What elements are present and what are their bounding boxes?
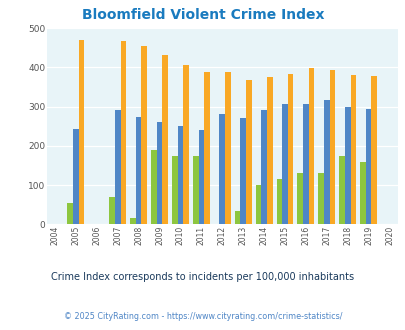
Bar [192, 156, 198, 224]
Bar [151, 150, 156, 224]
Bar [115, 110, 120, 224]
Bar [79, 40, 84, 224]
Bar [245, 80, 251, 224]
Bar [371, 76, 376, 224]
Bar [240, 118, 245, 224]
Bar [224, 72, 230, 224]
Bar [276, 179, 281, 224]
Text: Bloomfield Violent Crime Index: Bloomfield Violent Crime Index [81, 8, 324, 22]
Bar [198, 130, 204, 224]
Bar [287, 74, 293, 224]
Bar [308, 69, 313, 224]
Bar [183, 65, 188, 224]
Bar [323, 100, 329, 224]
Bar [141, 46, 147, 224]
Text: © 2025 CityRating.com - https://www.cityrating.com/crime-statistics/: © 2025 CityRating.com - https://www.city… [64, 312, 341, 321]
Bar [303, 104, 308, 224]
Text: Crime Index corresponds to incidents per 100,000 inhabitants: Crime Index corresponds to incidents per… [51, 272, 354, 282]
Bar [136, 117, 141, 224]
Bar [350, 75, 355, 224]
Bar [109, 197, 115, 224]
Bar [130, 218, 136, 224]
Bar [120, 41, 126, 224]
Bar [261, 110, 266, 224]
Bar [219, 114, 224, 224]
Bar [177, 126, 183, 224]
Bar [297, 173, 303, 224]
Bar [73, 129, 79, 224]
Bar [204, 72, 209, 224]
Bar [234, 211, 240, 224]
Bar [318, 173, 323, 224]
Bar [156, 122, 162, 224]
Bar [281, 104, 287, 224]
Bar [365, 109, 371, 224]
Bar [162, 55, 168, 224]
Bar [329, 70, 335, 224]
Bar [67, 203, 73, 224]
Bar [255, 185, 261, 224]
Bar [266, 77, 272, 224]
Bar [344, 107, 350, 224]
Bar [172, 156, 177, 224]
Bar [339, 156, 344, 224]
Bar [359, 162, 365, 224]
